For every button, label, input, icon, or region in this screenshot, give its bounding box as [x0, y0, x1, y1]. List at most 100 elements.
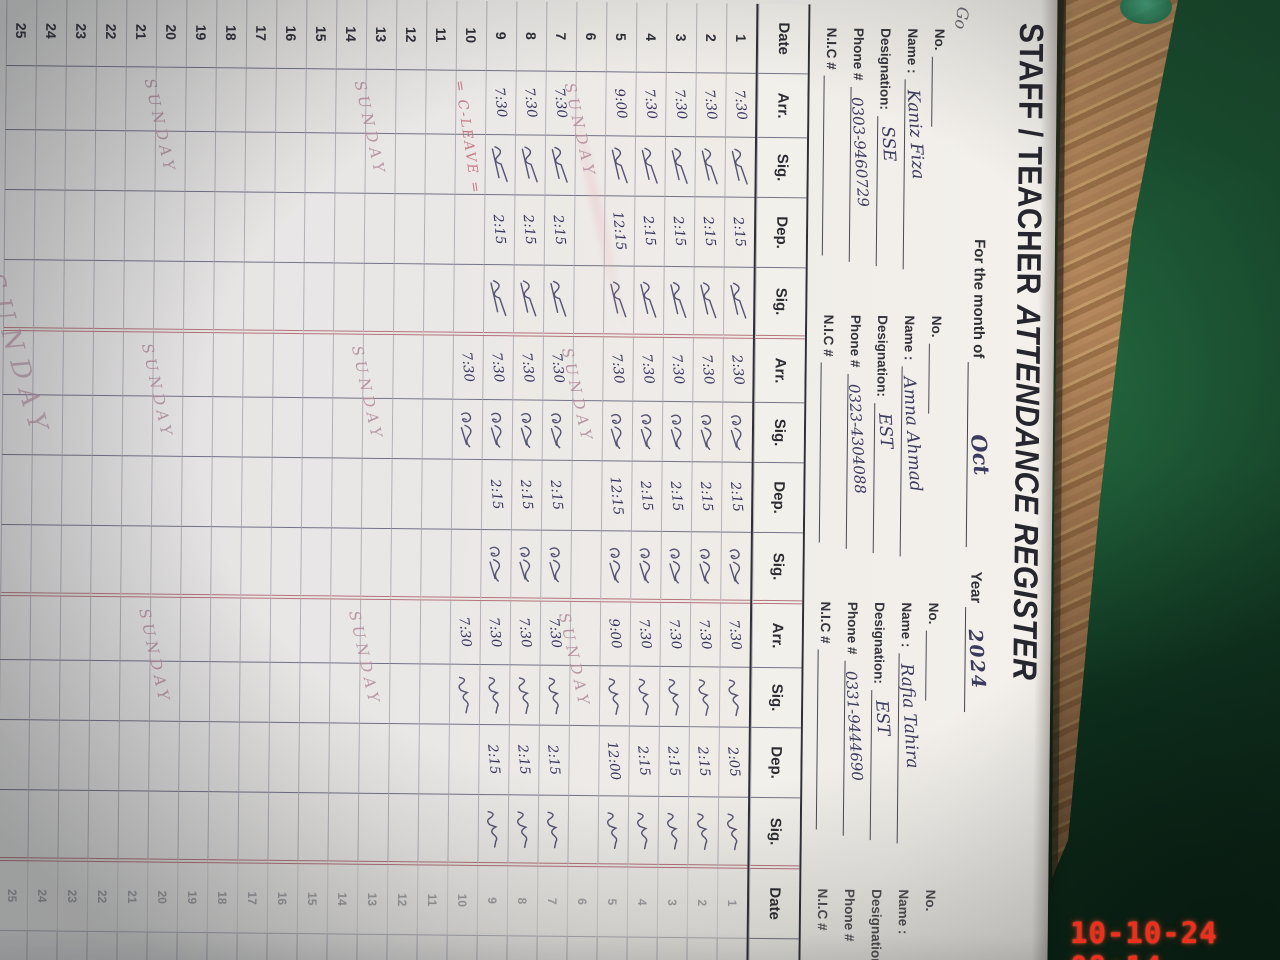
departure-cell	[213, 192, 245, 263]
signature-cell	[688, 667, 720, 728]
signature-squiggle	[608, 677, 620, 715]
arrival-cell	[425, 70, 456, 135]
departure-cell: 2:15	[508, 725, 539, 796]
signature-squiggle	[728, 679, 740, 716]
signature-squiggle	[639, 547, 651, 583]
teacher-info-row: No. Name : Kaniz Fiza Designation: SSE Pho…	[814, 28, 959, 960]
departure-cell	[243, 192, 275, 263]
arrival-time: 9:00	[605, 618, 625, 650]
signature-cell	[391, 399, 423, 460]
teacher-designation-value: EST	[874, 412, 897, 449]
signature-cell	[630, 531, 661, 603]
attendance-table: Date Arr. Sig. Dep. Sig. Arr. Sig. Dep. Sig. Arr.…	[0, 0, 811, 960]
departure-cell	[330, 458, 362, 529]
signature-cell	[514, 135, 546, 196]
signature-cell	[118, 661, 150, 722]
signature-cell	[0, 524, 31, 597]
row-filler	[86, 931, 117, 960]
row-filler	[686, 938, 717, 960]
arrival-time: 7:30	[485, 616, 505, 649]
date-cell: 3	[665, 2, 697, 74]
arrival-cell: 7:30	[452, 335, 483, 400]
signature-cell	[334, 133, 366, 194]
row-filler	[296, 934, 327, 960]
arrival-time: 9:00	[611, 88, 631, 120]
signature-squiggle	[637, 812, 648, 849]
departure-cell	[423, 194, 455, 265]
signature-cell	[481, 399, 513, 461]
signature-squiggle	[730, 414, 742, 450]
signature-cell	[328, 663, 360, 724]
name-label: Name :	[898, 602, 915, 648]
phone-label: Phone #	[847, 314, 864, 368]
departure-cell: 2:15	[688, 727, 719, 798]
table-row: 2 7:30 2:15 7:30 2:15 7:30 2:15 2	[686, 3, 727, 960]
signature-cell	[88, 660, 120, 722]
arrival-time: 7:30	[698, 354, 718, 386]
signature-squiggle	[547, 811, 558, 848]
row-filler	[656, 937, 687, 960]
signature-squiggle	[668, 678, 680, 716]
signature-cell	[92, 260, 124, 333]
signature-squiggle	[700, 281, 717, 318]
departure-cell	[63, 190, 95, 261]
arrival-cell	[392, 335, 423, 400]
arrival-cell: 7:30	[719, 603, 751, 668]
phone-label: Phone #	[841, 888, 858, 942]
departure-cell	[0, 454, 32, 526]
teacher-phone-value: 0331-9444690	[841, 669, 867, 781]
signature-cell	[178, 661, 210, 723]
subtitle-line: For the month of Oct Year 2024	[961, 239, 995, 960]
signature-cell	[418, 664, 450, 725]
arrival-cell	[272, 333, 303, 399]
arrival-cell	[269, 598, 301, 664]
column-header: Date	[748, 868, 800, 940]
signature-squiggle	[640, 281, 657, 318]
signature-cell	[482, 265, 514, 337]
column-header: Date	[757, 3, 809, 75]
date-cell: 6	[575, 1, 607, 73]
signature-cell	[58, 660, 90, 721]
register-page: Go STAFF / TEACHER ATTENDANCE REGISTER Fo…	[0, 0, 1058, 960]
arrival-cell	[95, 66, 126, 132]
date-cell: 11	[425, 0, 457, 71]
signature-cell	[150, 526, 181, 598]
arrival-cell	[62, 331, 93, 396]
signature-squiggle	[489, 546, 501, 582]
signature-squiggle	[491, 145, 508, 182]
signature-cell	[537, 795, 569, 867]
phone-label: Phone #	[850, 27, 867, 81]
signature-cell	[120, 526, 151, 598]
row-filler	[506, 936, 537, 960]
signature-squiggle	[669, 548, 681, 584]
departure-cell: 2:15	[478, 724, 509, 796]
arrival-cell	[5, 65, 36, 131]
signature-cell	[601, 401, 633, 462]
signature-cell	[657, 796, 689, 869]
departure-time: 2:15	[700, 216, 719, 248]
signature-cell	[122, 261, 154, 333]
signature-cell	[570, 530, 601, 603]
name-label: Name :	[895, 889, 912, 935]
arrival-time: 7:30	[488, 351, 508, 384]
date-cell: 2	[695, 3, 727, 74]
signature-cell	[694, 137, 726, 198]
departure-cell: 2:05	[718, 727, 749, 798]
date-cell-right: 2	[686, 868, 718, 939]
signature-cell	[87, 790, 119, 863]
departure-time: 2:15	[664, 745, 684, 778]
signature-cell	[330, 528, 361, 600]
arrival-cell	[245, 68, 276, 133]
arrival-cell	[65, 66, 96, 131]
signature-cell	[272, 262, 304, 335]
signature-cell	[61, 395, 93, 456]
date-cell-right: 20	[146, 862, 178, 933]
column-header: Dep.	[752, 462, 804, 534]
date-cell: 1	[725, 3, 757, 74]
signature-cell	[0, 659, 30, 721]
table-row: 9 7:30 2:15 7:30 2:15 7:30 2:15 9	[476, 1, 517, 960]
signature-squiggle	[518, 676, 530, 714]
row-filler	[566, 936, 597, 960]
date-cell-right: 4	[626, 867, 658, 938]
signature-squiggle	[700, 414, 712, 450]
